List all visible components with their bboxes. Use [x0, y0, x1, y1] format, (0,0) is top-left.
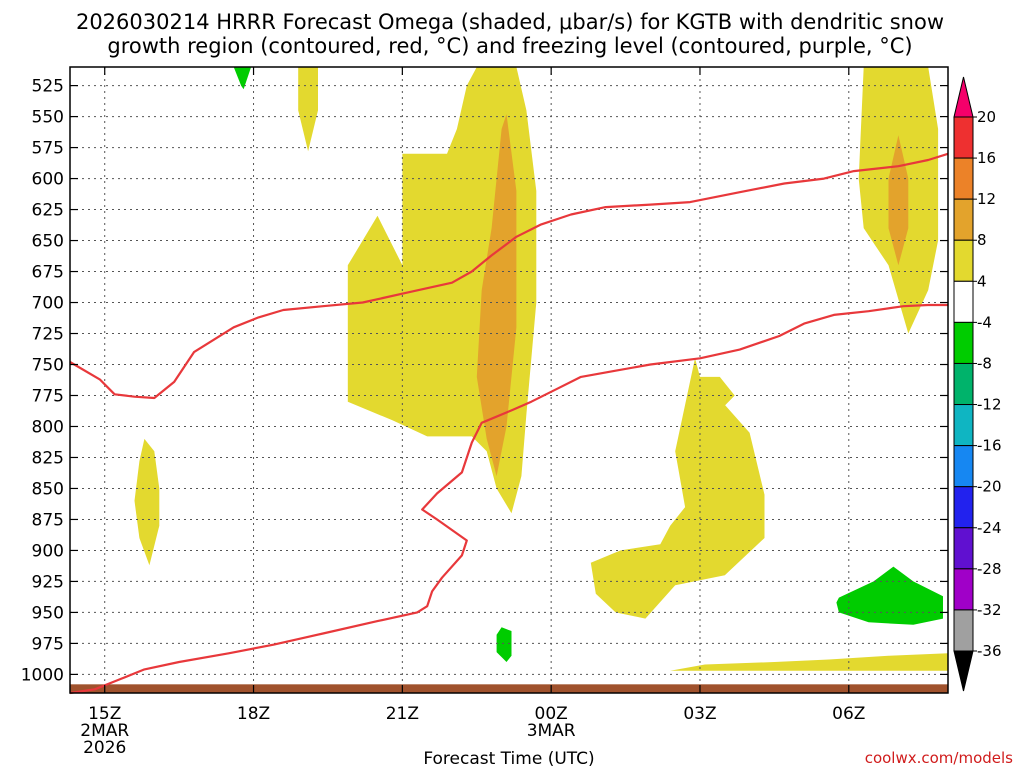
colorbar-label: -28 [977, 560, 1002, 578]
colorbar-label: -12 [977, 396, 1002, 414]
y-tick-label: 725 [32, 325, 64, 345]
surface-ground [70, 684, 948, 693]
omega-region-5 [134, 438, 160, 566]
y-tick-label: 600 [32, 170, 64, 190]
omega-region-6 [590, 358, 765, 619]
y-tick-label: 775 [32, 386, 64, 406]
x-axis-label: Forecast Time (UTC) [423, 749, 594, 768]
omega-region-10 [670, 653, 948, 671]
colorbar-band [953, 568, 974, 611]
colorbar-label: -32 [977, 601, 1002, 619]
colorbar-band [953, 486, 974, 529]
colorbar-band [953, 445, 974, 488]
colorbar-top-arrow [953, 76, 974, 118]
y-tick-label: 750 [32, 356, 64, 376]
surface-band [70, 684, 948, 693]
colorbar-label: -4 [977, 313, 992, 331]
y-tick-label: 825 [32, 448, 64, 468]
x-tick-label: 21Z [386, 704, 419, 724]
colorbar-label: -20 [977, 478, 1002, 496]
omega-shading [134, 67, 948, 671]
x-tick-label: 03Z [683, 704, 716, 724]
colorbar-label: -36 [977, 642, 1002, 660]
credit-text: coolwx.com/models [865, 749, 1013, 767]
chart-title-line1: 2026030214 HRRR Forecast Omega (shaded, … [76, 10, 944, 34]
y-tick-label: 575 [32, 139, 64, 159]
colorbar-band [953, 321, 974, 364]
colorbar-label: -24 [977, 519, 1002, 537]
dgz-contour-0 [69, 152, 949, 400]
y-tick-label: 525 [32, 77, 64, 97]
colorbar-label: 4 [977, 272, 987, 290]
y-tick-label: 625 [32, 201, 64, 221]
y-tick-label: 1000 [21, 665, 64, 685]
chart-title-line2: growth region (contoured, red, °C) and f… [107, 34, 912, 58]
x-tick-label: 00Z [535, 704, 568, 724]
colorbar-band [953, 198, 974, 241]
y-tick-label: 800 [32, 417, 64, 437]
colorbar-label: 12 [977, 190, 996, 208]
colorbar-band [953, 157, 974, 200]
x-tick-label: 06Z [832, 704, 865, 724]
colorbar-band [953, 239, 974, 282]
colorbar-band [953, 404, 974, 447]
dgz-contours [69, 152, 949, 695]
colorbar-label: -8 [977, 354, 992, 372]
y-axis: 525 550 575 600 625 650 675 700 725 750 775 800 825 8… [21, 77, 948, 685]
x-tick-label: 3MAR [527, 721, 576, 741]
colorbar-label: 8 [977, 231, 987, 249]
y-tick-label: 875 [32, 510, 64, 530]
colorbar-band [953, 609, 974, 652]
colorbar-band [953, 280, 974, 323]
colorbar-label: 16 [977, 149, 996, 167]
y-tick-label: 925 [32, 572, 64, 592]
y-tick-label: 950 [32, 603, 64, 623]
colorbar: 20 16 12 8 4 -4 -8 -12 -16 -20 -24 -28 -32 -36 [953, 76, 1002, 692]
x-tick-label: 2026 [83, 738, 126, 758]
y-tick-label: 850 [32, 479, 64, 499]
colorbar-band [953, 362, 974, 406]
y-tick-label: 700 [32, 294, 64, 314]
x-tick-label: 15Z [88, 704, 121, 724]
colorbar-band [953, 527, 974, 570]
plot-frame [69, 66, 949, 694]
x-tick-label: 18Z [237, 704, 270, 724]
y-tick-label: 975 [32, 634, 64, 654]
y-tick-label: 650 [32, 232, 64, 252]
omega-region-8 [233, 67, 252, 90]
grid [70, 67, 948, 693]
x-tick-label: 2MAR [80, 721, 129, 741]
omega-region-1 [476, 114, 517, 477]
colorbar-label: -16 [977, 437, 1002, 455]
colorbar-band [953, 116, 974, 159]
omega-region-9 [496, 627, 512, 662]
omega-region-4 [298, 67, 318, 152]
y-tick-label: 675 [32, 263, 64, 283]
omega-region-7 [836, 566, 943, 625]
colorbar-label: 20 [977, 108, 996, 126]
dgz-contour-1 [69, 303, 948, 695]
y-tick-label: 900 [32, 541, 64, 561]
y-tick-label: 550 [32, 108, 64, 128]
colorbar-bottom-arrow [953, 650, 974, 692]
